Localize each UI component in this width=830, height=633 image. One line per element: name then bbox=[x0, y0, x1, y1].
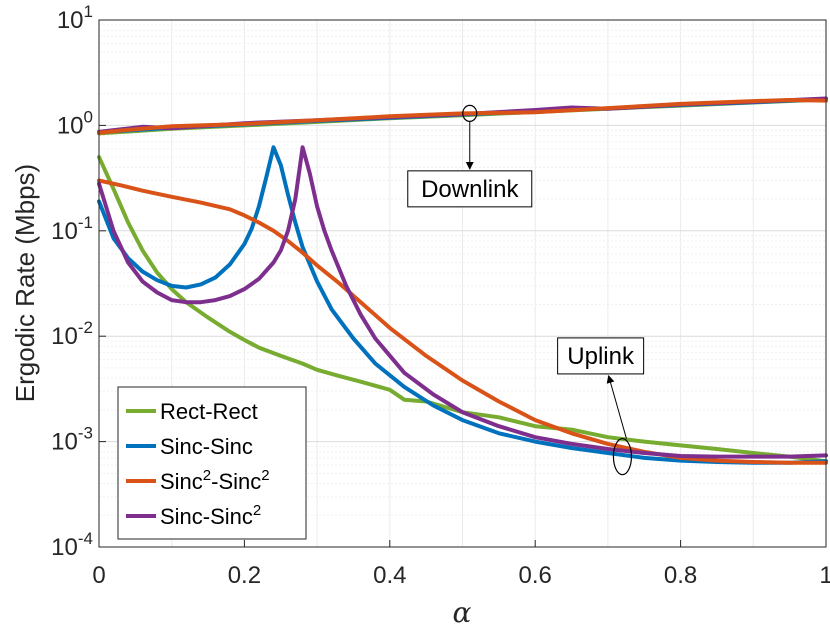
y-tick-label: 10-4 bbox=[51, 529, 93, 561]
x-tick-label: 0.2 bbox=[228, 562, 261, 589]
annotation-ellipse bbox=[612, 438, 633, 476]
legend-label: Sinc2-Sinc2 bbox=[160, 467, 270, 494]
legend: Rect-Rect Sinc-Sinc Sinc2-Sinc2 Sinc-Sinc2 bbox=[117, 386, 307, 540]
x-tick-label: 0.8 bbox=[664, 562, 697, 589]
legend-label: Sinc-Sinc2 bbox=[160, 502, 261, 529]
axis-ticks: 0 0.2 0.4 0.6 0.8 1 10-4 10-3 10-2 10-1 100 101 bbox=[51, 2, 830, 589]
annotations: Downlink Uplink bbox=[407, 104, 645, 476]
y-tick-label: 10-1 bbox=[51, 213, 93, 245]
annotation-label: Downlink bbox=[421, 176, 519, 203]
annotation-arrow bbox=[606, 374, 627, 439]
y-axis-label: Ergodic Rate (Mbps) bbox=[10, 164, 40, 402]
y-tick-label: 10-3 bbox=[51, 424, 93, 456]
annotation-box bbox=[407, 170, 533, 208]
x-tick-label: 0.6 bbox=[519, 562, 552, 589]
series-line-sinc-sinc- bbox=[97, 145, 828, 459]
legend-label: Sinc-Sinc bbox=[160, 434, 253, 459]
y-tick-label: 100 bbox=[57, 107, 93, 139]
y-tick-label: 101 bbox=[57, 2, 93, 34]
plot-frame bbox=[98, 19, 827, 548]
x-tick-label: 0 bbox=[92, 562, 105, 589]
x-tick-label: 1 bbox=[819, 562, 830, 589]
annotation-label: Uplink bbox=[567, 343, 635, 370]
annotation-box bbox=[557, 337, 645, 375]
y-tick-label: 10-2 bbox=[51, 318, 93, 350]
x-axis-label: α bbox=[453, 596, 472, 629]
legend-label: Rect-Rect bbox=[160, 399, 258, 424]
x-tick-label: 0.4 bbox=[373, 562, 406, 589]
